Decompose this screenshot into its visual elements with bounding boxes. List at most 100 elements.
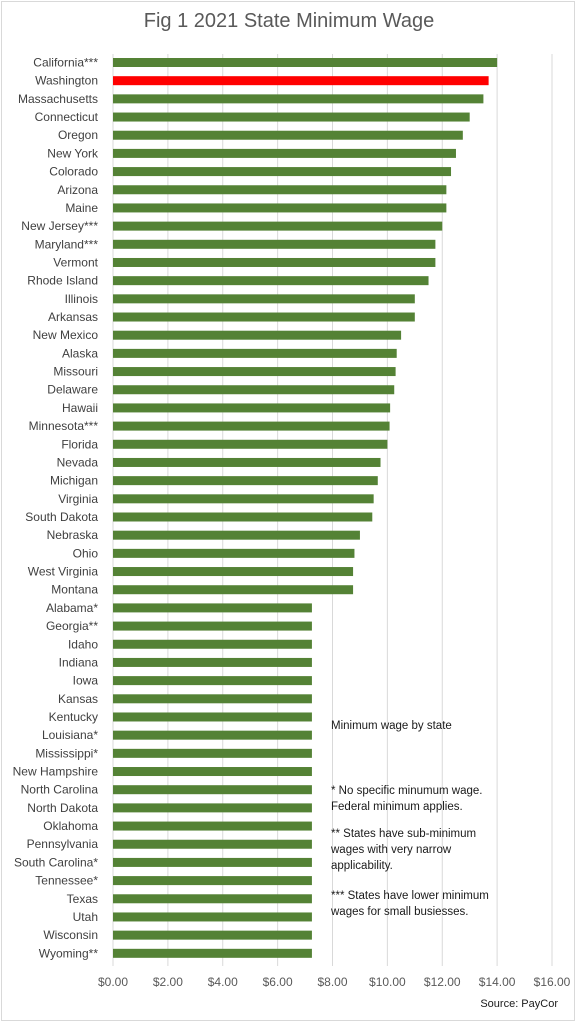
- category-label: Nebraska: [47, 528, 99, 542]
- bar: [113, 748, 312, 758]
- category-label: Arizona: [57, 183, 98, 197]
- bar: [113, 330, 402, 340]
- bar: [113, 457, 381, 467]
- bar: [113, 857, 312, 867]
- bar: [113, 676, 312, 686]
- x-tick-label: $2.00: [153, 975, 183, 989]
- category-label: Ohio: [73, 546, 99, 560]
- x-tick-label: $10.00: [369, 975, 406, 989]
- bar: [113, 767, 312, 777]
- bar: [113, 494, 374, 504]
- category-label: Wisconsin: [43, 928, 98, 942]
- category-label: Indiana: [59, 655, 99, 669]
- bar: [113, 803, 312, 813]
- category-label: West Virginia: [28, 565, 99, 579]
- x-axis-tick-labels: $0.00 $2.00 $4.00 $6.00 $8.00 $10.00 $12.00 $14…: [98, 975, 571, 989]
- category-label: Pennsylvania: [27, 837, 99, 851]
- category-label: Tennessee*: [35, 874, 98, 888]
- x-tick-label: $16.00: [534, 975, 571, 989]
- category-label: North Carolina: [21, 783, 99, 797]
- bar: [113, 257, 436, 267]
- x-tick-label: $12.00: [424, 975, 461, 989]
- bar: [113, 421, 390, 431]
- bar: [113, 276, 429, 286]
- category-label: Virginia: [58, 492, 98, 506]
- category-label: North Dakota: [27, 801, 98, 815]
- category-label: Michigan: [50, 474, 98, 488]
- category-label: Montana: [51, 583, 98, 597]
- bar: [113, 185, 447, 195]
- category-label: Wyoming**: [39, 946, 99, 960]
- bar: [113, 821, 312, 831]
- category-label: Alaska: [62, 346, 98, 360]
- category-label: New Mexico: [33, 328, 99, 342]
- two-star-note: ** States have sub-minimum wages with ve…: [331, 828, 477, 872]
- one-star-note: * No specific minumum wage. Federal mini…: [331, 785, 483, 813]
- category-label: Florida: [61, 437, 98, 451]
- bar: [113, 930, 312, 940]
- category-label: South Carolina*: [14, 855, 98, 869]
- category-label: Illinois: [65, 292, 98, 306]
- category-label: Massachusetts: [18, 92, 98, 106]
- category-label: Delaware: [47, 383, 98, 397]
- category-label: Nevada: [57, 455, 99, 469]
- category-label: New York: [47, 146, 99, 160]
- bar: [113, 439, 388, 449]
- three-star-note: *** States have lower minimum wages for …: [331, 890, 489, 918]
- x-tick-label: $8.00: [317, 975, 347, 989]
- bar: [113, 839, 312, 849]
- category-label: Alabama*: [46, 601, 98, 615]
- bar: [113, 203, 447, 213]
- bar: [113, 548, 355, 558]
- category-label: Kentucky: [49, 710, 98, 724]
- bar: [113, 167, 452, 177]
- bar: [113, 894, 312, 904]
- bar: [113, 476, 378, 486]
- bar: [113, 912, 312, 922]
- bar: [113, 530, 360, 540]
- x-tick-label: $6.00: [263, 975, 293, 989]
- bar: [113, 730, 312, 740]
- category-label: Utah: [73, 910, 98, 924]
- bar: [113, 367, 396, 377]
- bar: [113, 567, 354, 577]
- bar: [113, 639, 312, 649]
- x-tick-label: $4.00: [208, 975, 238, 989]
- category-label: South Dakota: [25, 510, 98, 524]
- bar: [113, 348, 397, 358]
- bar: [113, 712, 312, 722]
- category-label: Louisiana*: [42, 728, 98, 742]
- bar: [113, 694, 312, 704]
- category-label: California***: [33, 56, 98, 70]
- bar: [113, 76, 489, 86]
- category-label: Maine: [65, 201, 98, 215]
- bar: [113, 585, 354, 595]
- category-label: Maryland***: [35, 237, 99, 251]
- category-label: Idaho: [68, 637, 98, 651]
- category-label: Oklahoma: [43, 819, 98, 833]
- category-label: Washington: [35, 74, 98, 88]
- bar: [113, 403, 391, 413]
- bar: [113, 621, 312, 631]
- bar: [113, 512, 373, 522]
- bar: [113, 221, 443, 231]
- bar: [113, 130, 463, 140]
- category-label: Mississippi*: [35, 746, 98, 760]
- category-label: Rhode Island: [27, 274, 98, 288]
- category-label: Kansas: [58, 692, 98, 706]
- bar: [113, 58, 498, 67]
- category-label: Iowa: [73, 674, 99, 688]
- bar: [113, 603, 312, 613]
- bar: [113, 385, 395, 395]
- category-label: Oregon: [58, 128, 98, 142]
- bar: [113, 294, 415, 304]
- category-label: Vermont: [53, 255, 98, 269]
- chart-title: Fig 1 2021 State Minimum Wage: [143, 10, 435, 32]
- category-label: Hawaii: [62, 401, 98, 415]
- bar: [113, 785, 312, 795]
- category-label: Minnesota***: [29, 419, 99, 433]
- category-label: Georgia**: [46, 619, 98, 633]
- bar: [113, 876, 312, 886]
- category-label: Missouri: [53, 365, 98, 379]
